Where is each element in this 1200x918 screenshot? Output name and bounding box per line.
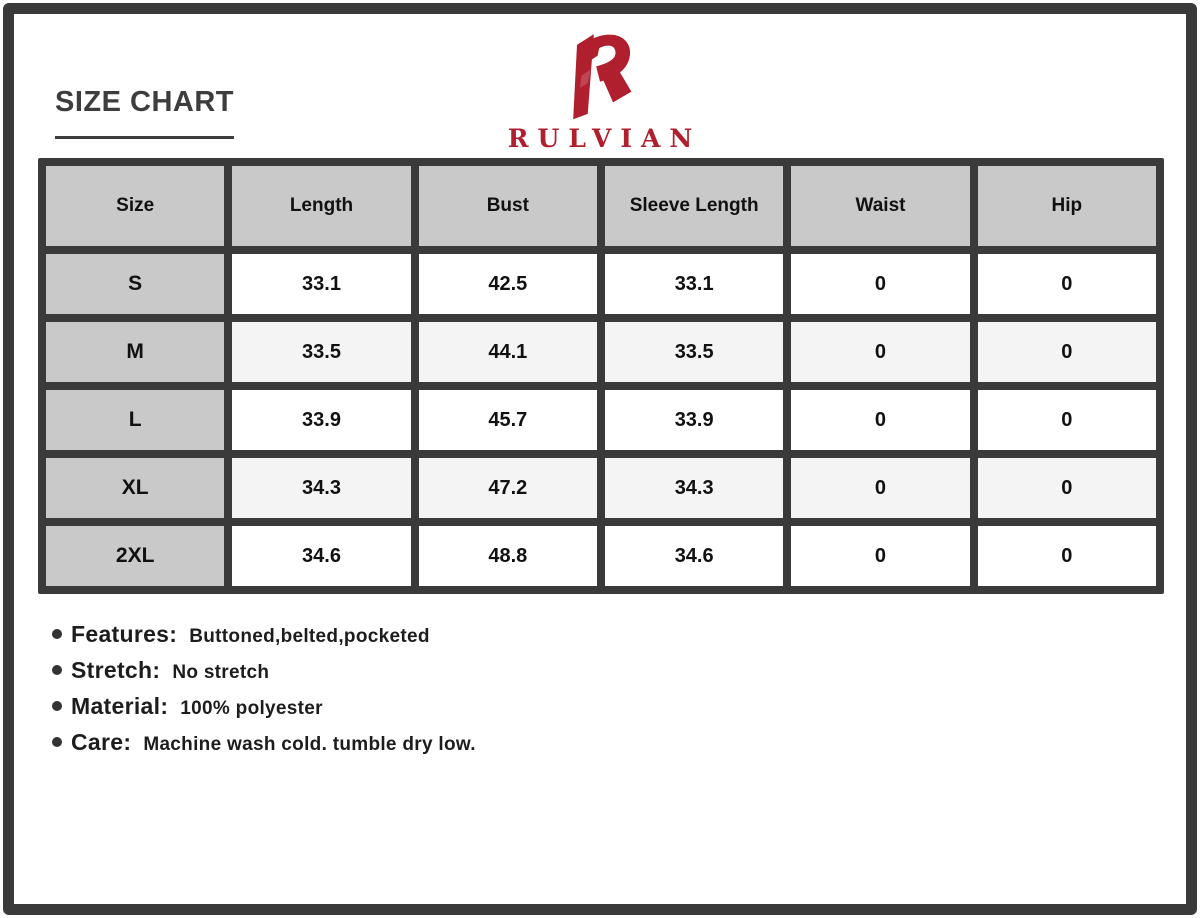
table-cell: 33.5: [232, 322, 411, 382]
table-cell: 45.7: [418, 390, 597, 450]
detail-label: Stretch:: [71, 657, 161, 683]
table-cell: 33.1: [604, 254, 784, 314]
column-header-hip: Hip: [977, 166, 1156, 246]
brand-block: RULVIAN: [490, 28, 710, 153]
list-item: Care: Machine wash cold. tumble dry low.: [52, 724, 476, 760]
page-title: SIZE CHART: [55, 86, 234, 139]
column-header-sleeve-length: Sleeve Length: [604, 166, 784, 246]
product-details-list: Features: Buttoned,belted,pocketed Stret…: [52, 616, 476, 760]
size-table: Size Length Bust Sleeve Length Waist Hip…: [38, 158, 1164, 594]
detail-value: Machine wash cold. tumble dry low.: [143, 734, 476, 755]
table-cell: 33.9: [604, 390, 784, 450]
bullet-icon: [52, 701, 62, 711]
brand-logo-icon: [573, 34, 632, 120]
table-cell: 33.9: [232, 390, 411, 450]
table-cell: 0: [977, 390, 1156, 450]
table-cell: 44.1: [418, 322, 597, 382]
table-cell: 33.5: [604, 322, 784, 382]
table-cell: 47.2: [418, 458, 597, 518]
table-cell: 34.6: [232, 526, 411, 586]
table-cell: 0: [977, 322, 1156, 382]
table-cell: 0: [977, 254, 1156, 314]
table-cell: 0: [977, 458, 1156, 518]
table-cell: 42.5: [418, 254, 597, 314]
detail-label: Care:: [71, 729, 132, 755]
table-cell: 0: [791, 390, 970, 450]
detail-value: Buttoned,belted,pocketed: [189, 626, 430, 647]
table-cell: 0: [791, 254, 970, 314]
column-header-waist: Waist: [791, 166, 970, 246]
table-cell: 33.1: [232, 254, 411, 314]
detail-value: 100% polyester: [180, 698, 323, 719]
table-cell: 34.6: [604, 526, 784, 586]
column-header-size: Size: [46, 166, 225, 246]
table-cell: 34.3: [604, 458, 784, 518]
table-cell: 34.3: [232, 458, 411, 518]
list-item: Stretch: No stretch: [52, 652, 476, 688]
table-cell: 0: [791, 322, 970, 382]
table-cell: 48.8: [418, 526, 597, 586]
bullet-icon: [52, 737, 62, 747]
title-block: SIZE CHART: [55, 86, 234, 139]
bullet-icon: [52, 629, 62, 639]
column-header-length: Length: [232, 166, 411, 246]
size-label-cell: L: [46, 390, 225, 450]
detail-label: Features:: [71, 621, 178, 647]
table-cell: 0: [791, 458, 970, 518]
detail-value: No stretch: [172, 662, 270, 683]
column-header-bust: Bust: [418, 166, 597, 246]
list-item: Features: Buttoned,belted,pocketed: [52, 616, 476, 652]
size-label-cell: S: [46, 254, 225, 314]
table-cell: 0: [791, 526, 970, 586]
size-label-cell: M: [46, 322, 225, 382]
detail-label: Material:: [71, 693, 169, 719]
size-label-cell: 2XL: [46, 526, 225, 586]
table-cell: 0: [977, 526, 1156, 586]
list-item: Material: 100% polyester: [52, 688, 476, 724]
bullet-icon: [52, 665, 62, 675]
size-label-cell: XL: [46, 458, 225, 518]
brand-name: RULVIAN: [507, 124, 702, 153]
